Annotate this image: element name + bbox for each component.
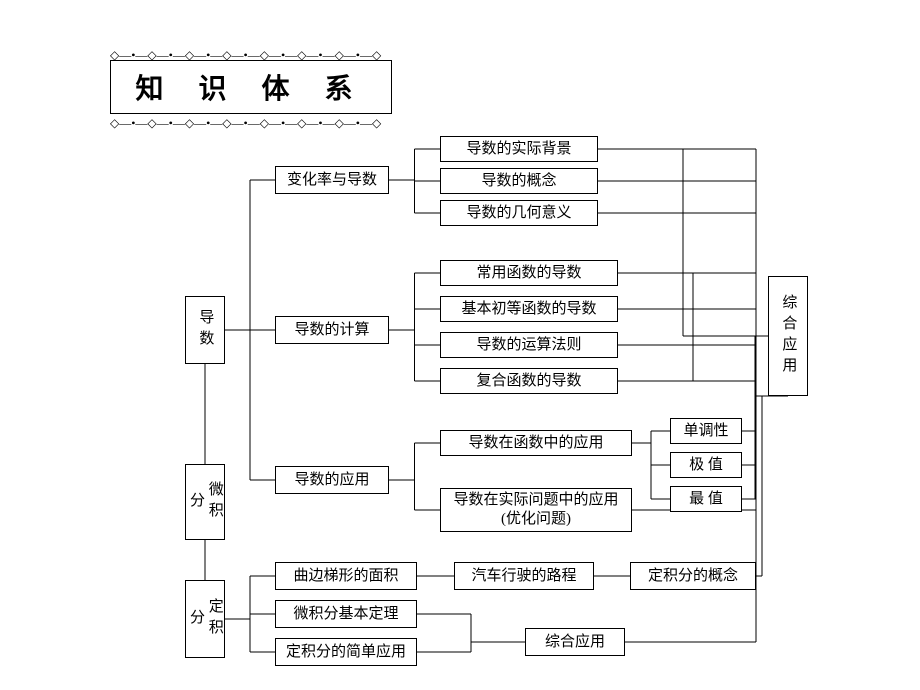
title-text: 知 识 体 系 (135, 67, 366, 107)
title-frame: 知 识 体 系 (110, 60, 392, 114)
node-dsysfz: 导数的运算法则 (440, 332, 618, 358)
diagram-canvas: ◇—•—◇—•—◇—•—◇—•—◇—•—◇—•—◇—•—◇ ◇—•—◇—•—◇—… (0, 0, 920, 690)
node-ddx: 单调性 (670, 418, 742, 444)
node-dssjbj: 导数的实际背景 (440, 136, 598, 162)
node-dsjhyy: 导数的几何意义 (440, 200, 598, 226)
node-ds: 导数 (185, 296, 225, 364)
node-wjfdl: 微积分基本定理 (275, 600, 417, 628)
node-djfgn: 定积分的概念 (630, 562, 756, 590)
node-qcxslc: 汽车行驶的路程 (454, 562, 594, 590)
node-dsyy: 导数的应用 (275, 466, 389, 494)
node-wjf: 微积分 (185, 464, 225, 540)
node-dshs: 导数在函数中的应用 (440, 430, 632, 456)
node-jz: 极 值 (670, 452, 742, 478)
node-zz: 最 值 (670, 486, 742, 512)
node-dsgn: 导数的概念 (440, 168, 598, 194)
node-jbcdhsds: 基本初等函数的导数 (440, 296, 618, 322)
node-dsjs: 导数的计算 (275, 316, 389, 344)
node-djfjdyy: 定积分的简单应用 (275, 638, 417, 666)
node-zhyy2: 综合应用 (525, 628, 625, 656)
ornament-bottom: ◇—•—◇—•—◇—•—◇—•—◇—•—◇—•—◇—•—◇ (110, 116, 381, 131)
node-qbtx: 曲边梯形的面积 (275, 562, 417, 590)
node-fhhsds: 复合函数的导数 (440, 368, 618, 394)
node-bhl: 变化率与导数 (275, 166, 389, 194)
node-cyhsds: 常用函数的导数 (440, 260, 618, 286)
node-djf: 定积分 (185, 580, 225, 658)
node-dssjwt: 导数在实际问题中的应用(优化问题) (440, 488, 632, 532)
node-zhyy_right: 综合应用 (768, 276, 808, 396)
